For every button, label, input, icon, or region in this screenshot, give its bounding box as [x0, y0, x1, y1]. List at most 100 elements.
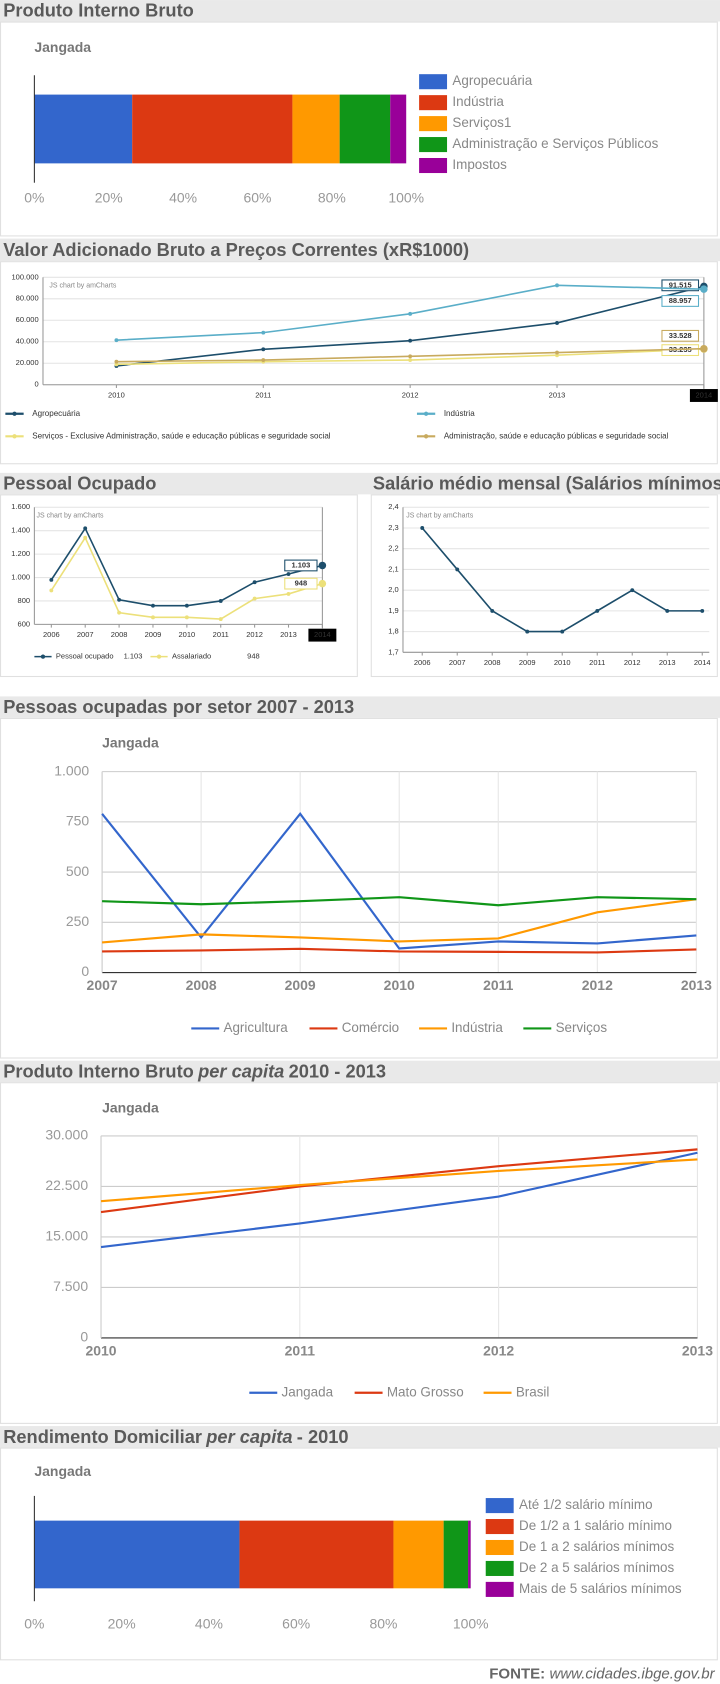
point — [151, 615, 155, 620]
subtitle: Jangada — [102, 734, 159, 750]
x-tick-label: 2011 — [589, 658, 605, 667]
x-tick-label: 2011 — [255, 390, 271, 399]
point — [700, 285, 708, 293]
value-label-box — [284, 577, 318, 590]
bar-segment — [239, 1520, 394, 1589]
x-tick-label: 2010 — [554, 658, 571, 667]
x-tick-label: 2011 — [483, 977, 514, 993]
x-tick-label: 2014 — [694, 658, 711, 667]
series-line — [101, 812, 697, 950]
point — [555, 350, 559, 355]
point — [318, 579, 327, 588]
y-tick-label: 20.000 — [16, 358, 39, 367]
legend-label: Mais de 5 salários mínimos — [519, 1581, 682, 1596]
y-tick-label: 1.200 — [11, 549, 30, 558]
section-header — [0, 696, 720, 718]
y-tick-label: 0 — [34, 380, 38, 389]
x-tick-label: 2013 — [681, 977, 712, 993]
legend-dot — [156, 654, 162, 659]
legend-value: 1.103 — [124, 652, 143, 661]
y-tick-label: 1.000 — [11, 573, 30, 582]
x-tick-label: 80% — [318, 190, 346, 206]
point — [83, 535, 88, 540]
x-tick-label: 2014 — [696, 390, 713, 399]
point — [286, 572, 291, 576]
section-title: Produto Interno Bruto per capita 2010 - 20… — [3, 1060, 386, 1081]
x-tick-label: 2012 — [624, 658, 641, 667]
legend-label: Comércio — [342, 1020, 399, 1035]
y-tick-label: 2,4 — [388, 502, 398, 511]
section-title: Salário médio mensal (Salários mínimos) — [373, 473, 720, 494]
x-tick-label: 2006 — [43, 630, 60, 639]
point — [700, 344, 708, 353]
x-tick-label: 60% — [243, 190, 271, 206]
section-header — [0, 238, 720, 262]
legend-swatch — [419, 137, 448, 153]
point — [184, 603, 189, 608]
legend-value: 948 — [247, 652, 260, 661]
legend-swatch — [419, 74, 448, 90]
legend-dot — [423, 434, 429, 439]
x-tick-label: 2011 — [285, 1343, 316, 1359]
point — [665, 608, 670, 613]
section-header — [0, 0, 720, 22]
y-tick-label: 600 — [18, 619, 31, 628]
x-tick-label: 2009 — [285, 977, 316, 993]
legend-label: Indústria — [452, 94, 504, 109]
panel — [0, 1082, 718, 1424]
title-part: - 2010 — [297, 1426, 349, 1447]
credit: JS chart by amCharts — [37, 513, 105, 520]
y-tick-label: 2,2 — [388, 544, 398, 553]
y-tick-label: 2,1 — [388, 564, 398, 573]
section-header — [0, 1060, 720, 1083]
legend-label: Administração, saúde e educação públicas… — [444, 431, 669, 440]
bar-segment — [34, 1520, 240, 1589]
y-tick-label: 30.000 — [45, 1127, 88, 1143]
y-tick-label: 2,3 — [388, 523, 398, 532]
x-tick-label: 2012 — [246, 630, 263, 639]
value-label: 948 — [295, 579, 308, 588]
point — [560, 629, 565, 634]
legend-label: De 1/2 a 1 salário mínimo — [519, 1518, 672, 1533]
x-tick-label: 2008 — [186, 977, 217, 993]
section-title: Produto Interno Bruto — [3, 0, 194, 21]
y-tick-label: 1.000 — [54, 762, 89, 778]
credit: JS chart by amCharts — [406, 513, 474, 520]
x-tick-label: 2012 — [483, 1343, 514, 1359]
legend-label: Impostos — [452, 157, 507, 172]
x-tick-label: 0% — [24, 190, 44, 206]
legend-swatch — [485, 1519, 514, 1535]
bar-segment — [292, 94, 340, 164]
section-header — [0, 1426, 720, 1448]
bar-segment — [393, 1520, 444, 1589]
section-title: Pessoas ocupadas por setor 2007 - 2013 — [3, 696, 354, 717]
point — [261, 358, 266, 362]
value-label-box — [661, 279, 700, 292]
x-tick-label: 2010 — [85, 1343, 116, 1359]
bar-segment — [34, 94, 133, 164]
title-part: per capita — [205, 1426, 292, 1447]
y-tick-label: 500 — [66, 863, 90, 879]
x-tick-label: 2007 — [449, 658, 466, 667]
y-tick-label: 7.500 — [53, 1278, 88, 1294]
value-label: 88.957 — [669, 296, 692, 305]
highlight-box — [308, 628, 337, 642]
footer-label: FONTE: — [489, 1665, 545, 1682]
series-line — [102, 947, 697, 954]
point — [555, 321, 559, 325]
y-tick-label: 800 — [18, 596, 31, 605]
x-tick-label: 100% — [453, 1616, 489, 1632]
point — [490, 608, 495, 613]
x-tick-label: 0% — [24, 1616, 44, 1632]
point — [114, 362, 119, 367]
point — [218, 617, 223, 622]
x-tick-label: 40% — [195, 1616, 223, 1632]
legend-swatch — [485, 1560, 514, 1576]
x-tick-label: 40% — [169, 190, 197, 206]
x-tick-label: 2006 — [414, 658, 431, 667]
bar-segment — [468, 1520, 471, 1589]
legend-dot — [423, 411, 429, 416]
x-tick-label: 2014 — [314, 630, 331, 639]
y-tick-label: 250 — [66, 913, 90, 929]
point — [700, 608, 705, 613]
